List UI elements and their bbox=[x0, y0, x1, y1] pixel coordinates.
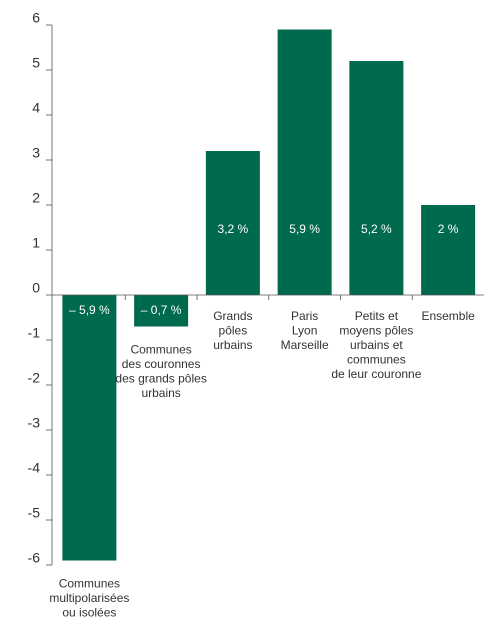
y-tick-label: -3 bbox=[28, 415, 41, 431]
y-tick-label: 2 bbox=[32, 190, 40, 206]
x-tick-label-line: communes bbox=[347, 353, 406, 367]
y-tick-label: -4 bbox=[28, 460, 41, 476]
value-label: 5,2 % bbox=[361, 222, 392, 236]
x-tick-label-line: de leur couronne bbox=[331, 367, 421, 381]
x-tick-label-line: Communes bbox=[59, 577, 120, 591]
bar bbox=[277, 29, 332, 295]
x-tick-label-line: pôles bbox=[219, 324, 248, 338]
value-label: 3,2 % bbox=[218, 222, 249, 236]
bar bbox=[62, 295, 117, 561]
x-tick-label: Petits et moyens pôles urbains et communes d… bbox=[331, 309, 421, 381]
value-label: 5,9 % bbox=[289, 222, 320, 236]
x-tick-label-line: des couronnes bbox=[122, 357, 201, 371]
x-tick-label-line: Petits et bbox=[355, 309, 399, 323]
value-label: – 0,7 % bbox=[141, 303, 182, 317]
bar bbox=[349, 61, 404, 295]
x-tick-label-line: Grands bbox=[213, 309, 252, 323]
bar bbox=[205, 151, 260, 295]
x-tick-label-line: Lyon bbox=[292, 324, 318, 338]
y-tick-label: -5 bbox=[28, 505, 41, 521]
y-tick-label: 6 bbox=[32, 10, 40, 26]
x-tick-label-line: Marseille bbox=[281, 338, 329, 352]
y-tick-label: -6 bbox=[28, 550, 41, 566]
x-tick-label: Grands pôles urbains bbox=[213, 309, 252, 352]
y-tick-label: 4 bbox=[32, 100, 40, 116]
y-tick-label: 0 bbox=[32, 280, 40, 296]
x-tick-label-line: des grands pôles bbox=[115, 372, 206, 386]
bar bbox=[421, 205, 476, 295]
x-tick-label-line: urbains bbox=[213, 338, 252, 352]
x-tick-label-line: multipolarisées bbox=[49, 591, 129, 605]
x-tick-label: Communes multipolarisées ou isolées bbox=[49, 577, 129, 620]
x-tick-label-line: Paris bbox=[291, 309, 318, 323]
x-tick-label-line: Communes bbox=[130, 343, 191, 357]
value-label: – 5,9 % bbox=[69, 303, 110, 317]
y-tick-label: 5 bbox=[32, 55, 40, 71]
y-tick-label: 3 bbox=[32, 145, 40, 161]
x-tick-label-line: urbains bbox=[141, 386, 180, 400]
x-tick-label: Paris Lyon Marseille bbox=[281, 309, 329, 352]
x-tick-label: Communes des couronnes des grands pôles urb… bbox=[115, 343, 206, 401]
x-tick-label-line: Ensemble bbox=[421, 309, 475, 323]
bar bbox=[134, 295, 189, 327]
value-label: 2 % bbox=[438, 222, 459, 236]
x-tick-label: Ensemble bbox=[421, 309, 475, 323]
x-tick-label-line: ou isolées bbox=[62, 606, 116, 620]
y-tick-label: -2 bbox=[28, 370, 41, 386]
y-tick-label: -1 bbox=[28, 325, 41, 341]
x-tick-label-line: moyens pôles bbox=[339, 324, 413, 338]
y-tick-label: 1 bbox=[32, 235, 40, 251]
x-tick-label-line: urbains et bbox=[350, 338, 403, 352]
